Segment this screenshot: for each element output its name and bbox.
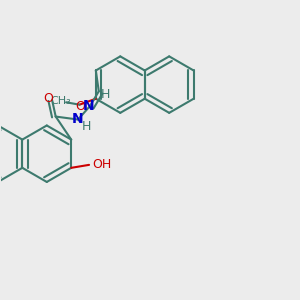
- Text: O: O: [75, 100, 85, 113]
- Text: N: N: [71, 112, 83, 126]
- Text: H: H: [100, 88, 110, 101]
- Text: O: O: [44, 92, 53, 105]
- Text: OH: OH: [93, 158, 112, 171]
- Text: N: N: [83, 99, 95, 112]
- Text: CH₃: CH₃: [50, 96, 71, 106]
- Text: H: H: [82, 120, 92, 133]
